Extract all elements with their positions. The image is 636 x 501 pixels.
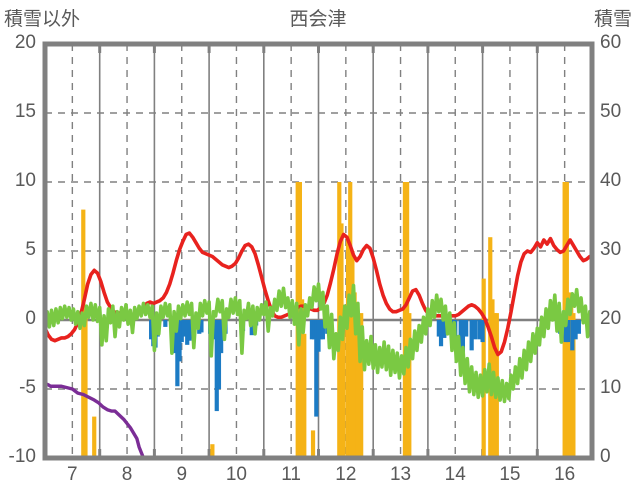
- bar-snow-depth-bars: [407, 313, 412, 458]
- x-tick-label: 9: [176, 464, 188, 485]
- bar-precipitation-bars: [314, 320, 319, 417]
- bar-precipitation-bars: [472, 320, 478, 340]
- y-tick-left-label: 5: [25, 239, 36, 260]
- left-axis-title: 積雪以外: [4, 9, 81, 30]
- bar-precipitation-bars: [187, 320, 192, 341]
- bar-snow-depth-bars: [345, 237, 351, 458]
- y-tick-right-label: 0: [600, 446, 611, 467]
- bar-precipitation-bars: [320, 320, 325, 340]
- bar-precipitation-bars: [570, 320, 575, 351]
- bar-snow-depth-bars: [571, 313, 576, 458]
- x-tick-label: 16: [554, 464, 576, 485]
- bar-precipitation-bars: [464, 320, 469, 337]
- bar-precipitation-bars: [480, 320, 485, 343]
- series-snow-cover-line: [43, 381, 594, 460]
- y-tick-right-label: 10: [600, 377, 622, 398]
- bar-precipitation-bars: [185, 320, 190, 345]
- y-tick-left-label: 10: [14, 170, 36, 191]
- bar-precipitation-bars: [149, 320, 154, 340]
- y-tick-right-label: 40: [600, 170, 622, 191]
- bar-snow-depth-bars: [488, 237, 493, 458]
- bar-snow-depth-bars: [348, 182, 353, 458]
- x-tick-label: 15: [499, 464, 521, 485]
- bar-precipitation-bars: [212, 320, 217, 340]
- bar-precipitation-bars: [181, 320, 187, 337]
- bar-precipitation-bars: [163, 320, 168, 327]
- bar-snow-depth-bars: [566, 292, 572, 458]
- bar-snow-depth-bars: [402, 182, 408, 458]
- x-tick-label: 13: [389, 464, 412, 485]
- bar-snow-depth-bars: [83, 306, 88, 458]
- bar-precipitation-bars: [316, 320, 321, 352]
- series-precipitation-bars: [149, 320, 581, 417]
- y-tick-left-label: 15: [14, 101, 36, 122]
- y-tick-right-label: 50: [600, 101, 622, 122]
- bar-precipitation-bars: [573, 320, 578, 340]
- bar-precipitation-bars: [565, 320, 571, 343]
- bar-precipitation-bars: [199, 320, 204, 333]
- x-tick-label: 14: [444, 464, 466, 485]
- bar-precipitation-bars: [318, 320, 323, 340]
- bar-precipitation-bars: [469, 320, 474, 351]
- series-wind-or-humidity: [43, 282, 594, 404]
- bar-precipitation-bars: [219, 320, 224, 354]
- bar-snow-depth-bars: [81, 209, 86, 458]
- bar-precipitation-bars: [563, 320, 568, 343]
- y-tick-right-label: 60: [600, 32, 622, 53]
- y-tick-left-label: 20: [14, 32, 36, 53]
- bar-snow-depth-bars: [210, 444, 215, 458]
- bar-precipitation-bars: [309, 320, 315, 340]
- bar-precipitation-bars: [436, 320, 441, 337]
- right-axis-title: 積雪: [593, 9, 632, 30]
- bar-snow-depth-bars: [341, 306, 346, 458]
- bar-snow-depth-bars: [299, 299, 305, 458]
- y-tick-right-label: 20: [600, 308, 622, 329]
- bar-precipitation-bars: [179, 320, 184, 343]
- x-tick-label: 11: [281, 464, 302, 485]
- bar-precipitation-bars: [216, 320, 222, 389]
- bar-snow-depth-bars: [355, 320, 360, 458]
- x-tick-label: 10: [225, 464, 248, 485]
- bar-snow-depth-bars: [350, 251, 355, 458]
- bar-snow-depth-bars: [92, 416, 97, 458]
- x-tick-label: 12: [335, 464, 357, 485]
- bar-precipitation-bars: [460, 320, 466, 367]
- x-tick-label: 8: [121, 464, 133, 485]
- y-tick-left-label: 0: [25, 308, 36, 329]
- plot-frame: [42, 41, 595, 461]
- bar-precipitation-bars: [214, 320, 219, 412]
- bar-precipitation-bars: [312, 320, 317, 340]
- bar-snow-depth-bars: [569, 306, 574, 458]
- page-title: 西会津: [289, 9, 347, 30]
- y-tick-left-label: -5: [19, 377, 36, 398]
- bar-snow-depth-bars: [359, 313, 364, 458]
- bar-snow-depth-bars: [310, 430, 316, 458]
- bar-precipitation-bars: [438, 320, 444, 347]
- bar-precipitation-bars: [175, 320, 180, 387]
- bar-precipitation-bars: [173, 320, 178, 354]
- bar-precipitation-bars: [576, 320, 581, 334]
- bar-snow-depth-bars: [352, 292, 357, 458]
- x-tick-label: 7: [67, 464, 78, 485]
- bar-precipitation-bars: [249, 320, 254, 336]
- bar-precipitation-bars: [477, 320, 482, 340]
- bar-snow-depth-bars: [302, 333, 307, 458]
- y-tick-left-label: -10: [8, 446, 36, 467]
- bar-precipitation-bars: [442, 320, 447, 338]
- bar-precipitation-bars: [177, 320, 182, 362]
- bar-snow-depth-bars: [405, 182, 410, 458]
- bar-precipitation-bars: [458, 320, 463, 356]
- y-tick-right-label: 30: [600, 239, 622, 260]
